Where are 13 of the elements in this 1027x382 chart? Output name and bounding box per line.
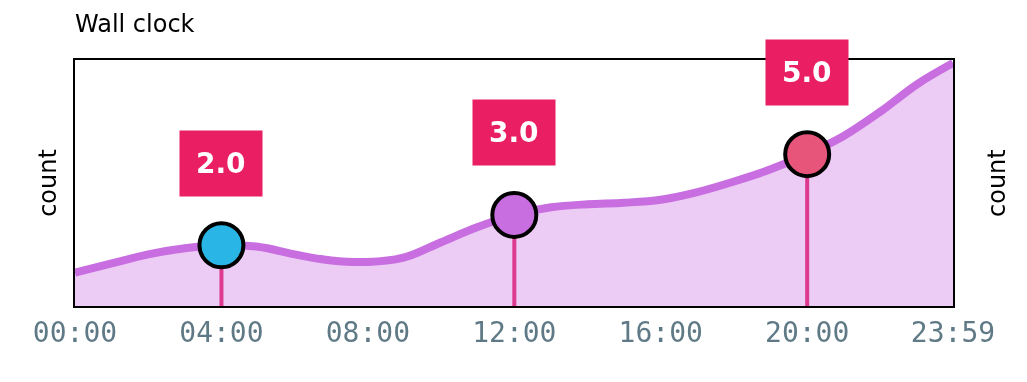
data-label: 3.0	[489, 116, 539, 149]
chart-title: Wall clock	[75, 10, 195, 39]
y-axis-title: count	[33, 149, 62, 217]
x-tick-label: 20:00	[765, 315, 850, 349]
x-tick-label: 00:00	[32, 315, 118, 349]
data-label: 5.0	[782, 56, 832, 89]
x-tick-label: 08:00	[325, 315, 411, 349]
x-tick-label: 16:00	[618, 315, 703, 349]
data-label: 2.0	[196, 147, 246, 180]
x-tick-label: 12:00	[472, 315, 557, 349]
x-tick-label: 23:59	[910, 315, 996, 349]
x-tick-label: 04:00	[179, 315, 264, 349]
y2-axis-title: count	[983, 149, 1011, 217]
